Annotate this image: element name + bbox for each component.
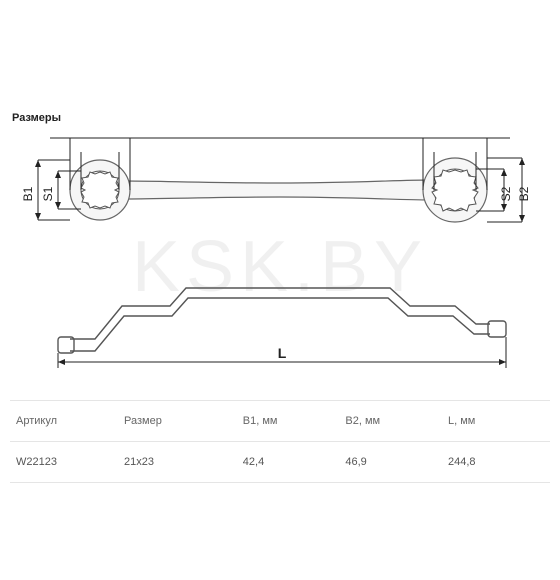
col-l: L, мм	[442, 401, 550, 442]
table-row: W22123 21x23 42,4 46,9 244,8	[10, 442, 550, 483]
spec-table: Артикул Размер B1, мм B2, мм L, мм W2212…	[10, 400, 550, 483]
cell-l: 244,8	[442, 442, 550, 483]
label-b1: B1	[21, 186, 35, 201]
col-b1: B1, мм	[237, 401, 340, 442]
cell-b1: 42,4	[237, 442, 340, 483]
wrench-shaft	[125, 180, 430, 200]
label-s2: S2	[499, 186, 513, 201]
cell-size: 21x23	[118, 442, 237, 483]
label-s1: S1	[41, 186, 55, 201]
side-profile-top	[70, 288, 490, 339]
dimensions-diagram: B1 S1 B2 S2 L	[10, 130, 550, 380]
side-right-end	[488, 321, 506, 337]
left-head-socket	[81, 171, 119, 209]
table-header-row: Артикул Размер B1, мм B2, мм L, мм	[10, 401, 550, 442]
col-b2: B2, мм	[339, 401, 442, 442]
cell-article: W22123	[10, 442, 118, 483]
label-l: L	[278, 345, 287, 361]
col-size: Размер	[118, 401, 237, 442]
cell-b2: 46,9	[339, 442, 442, 483]
col-article: Артикул	[10, 401, 118, 442]
section-title: Размеры	[12, 112, 61, 124]
label-b2: B2	[517, 186, 531, 201]
